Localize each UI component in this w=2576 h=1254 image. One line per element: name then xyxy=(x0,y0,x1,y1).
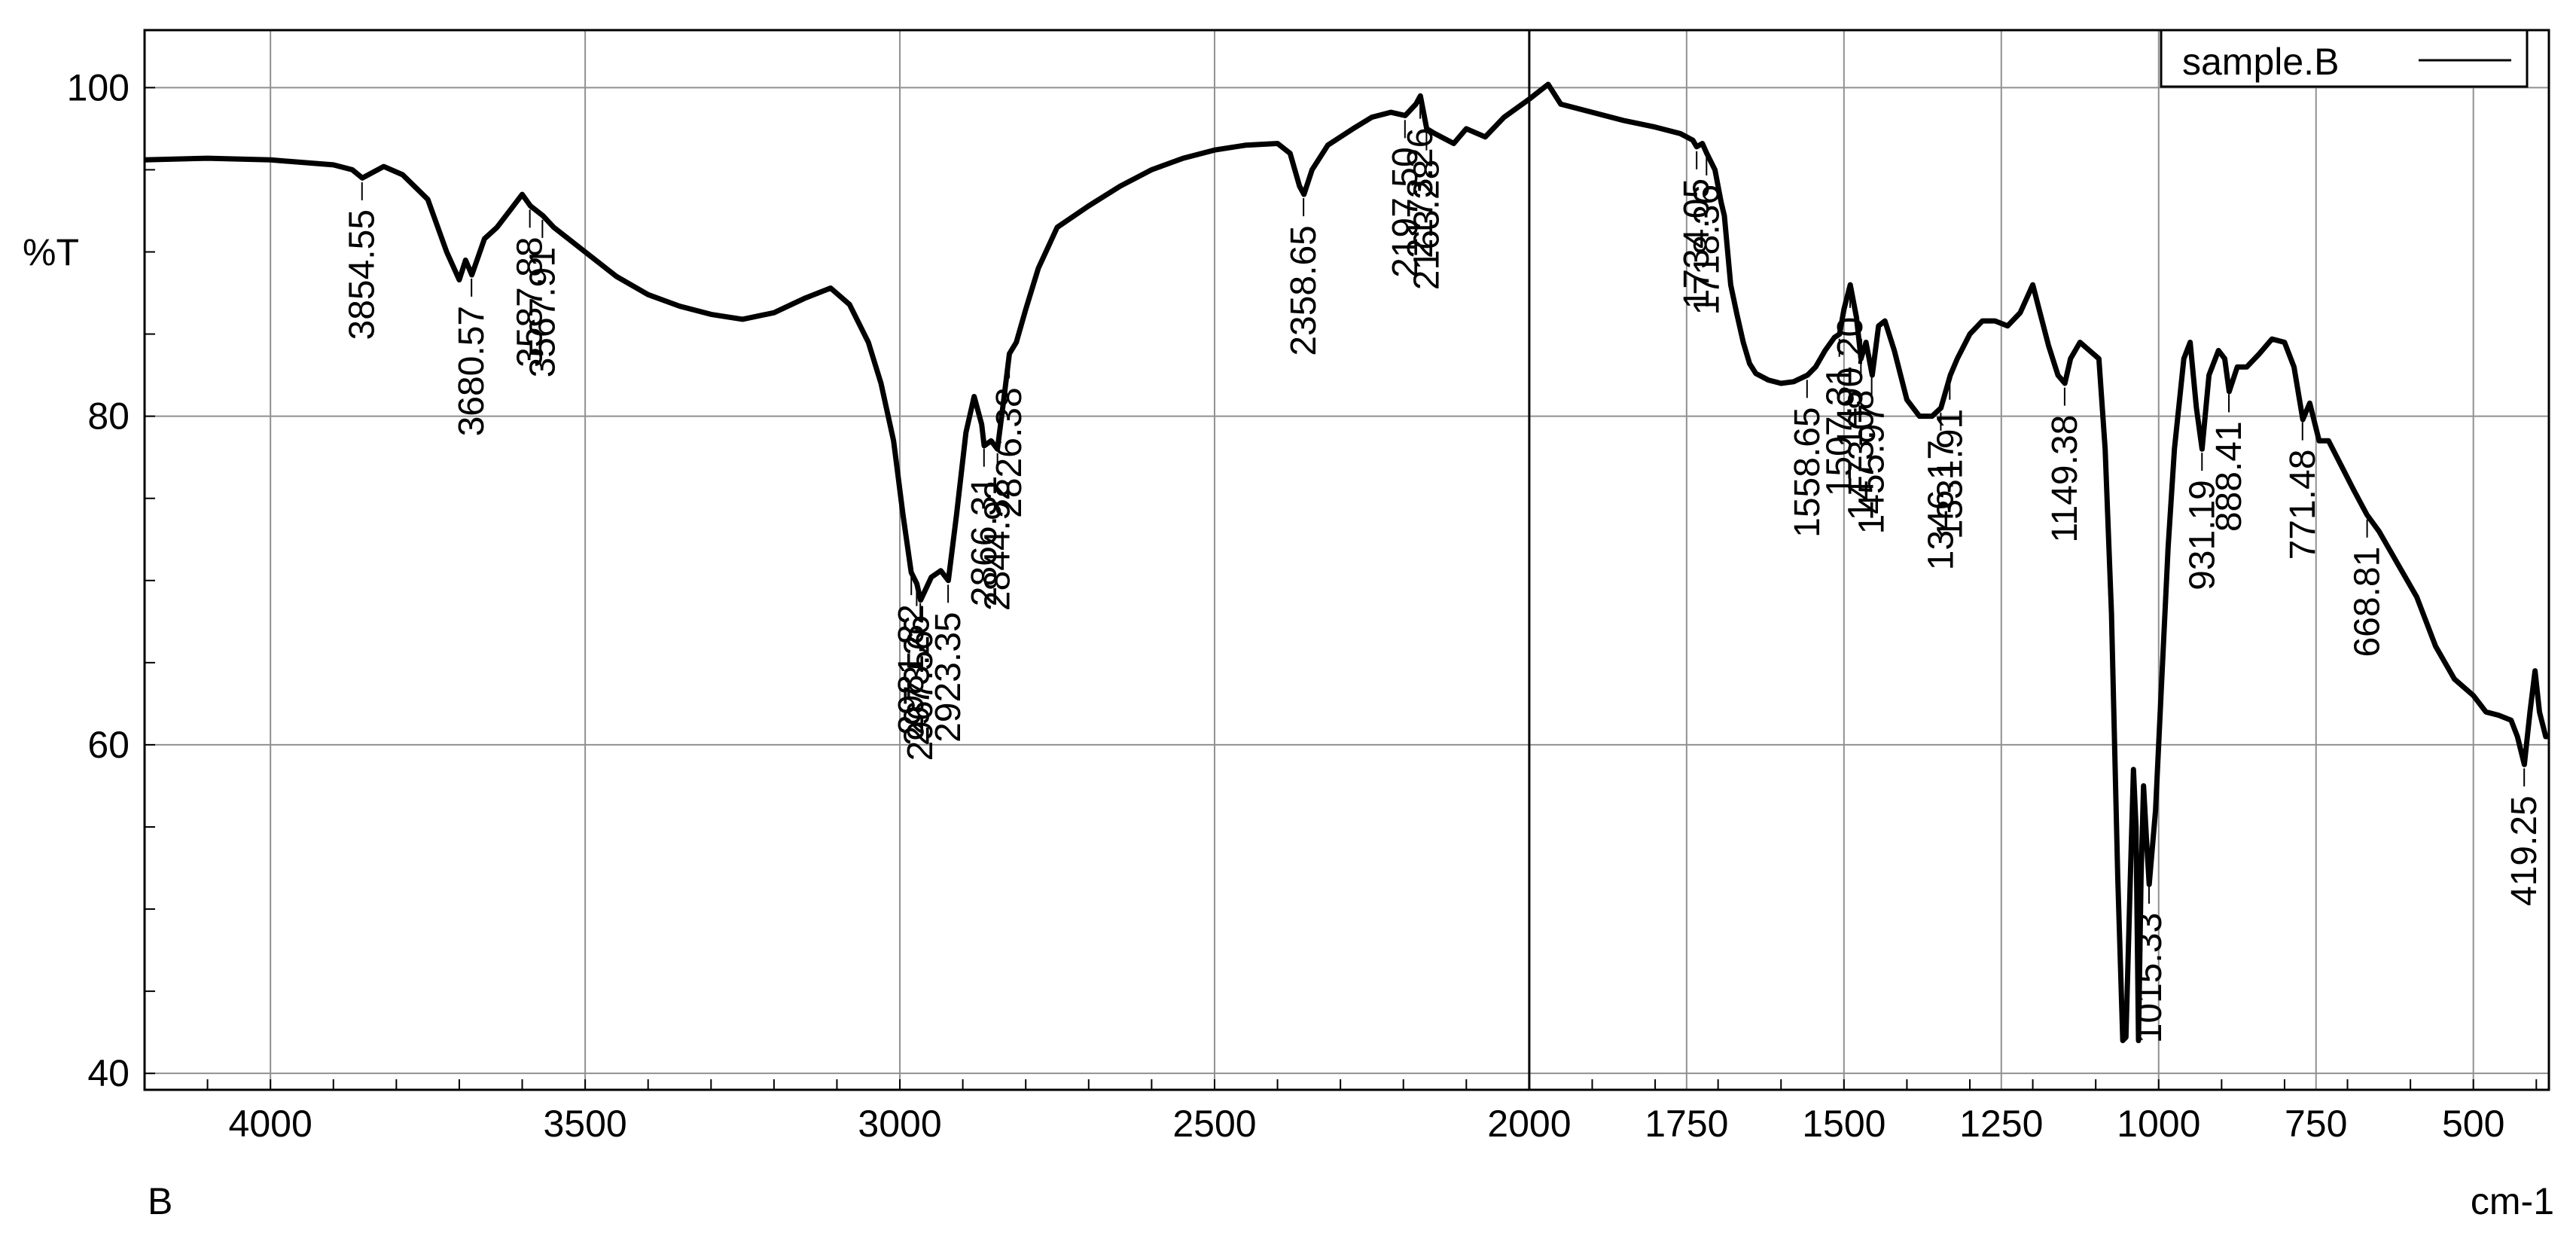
peak-label: 2826.38 xyxy=(989,387,1029,518)
peak-label: 2844.92 xyxy=(978,481,1018,612)
peak-label: 2866.31 xyxy=(965,476,1004,607)
peak-label: 2973.26 xyxy=(897,615,937,746)
peak-label: 1149.38 xyxy=(2045,415,2085,543)
peak-label: 3567.91 xyxy=(523,247,562,378)
x-axis-ticks: 4000 3500 3000 2500 2000 1750 1500 1250 1000 750 5… xyxy=(229,1103,2505,1145)
peak-label: 2981.82 xyxy=(892,604,931,735)
x-axis-label: cm-1 xyxy=(2471,1180,2554,1222)
x-tick-label: 3000 xyxy=(858,1103,941,1145)
y-axis-label: %T xyxy=(23,231,79,273)
x-tick-label: 750 xyxy=(2285,1103,2347,1145)
peak-label: 1455.97 xyxy=(1852,404,1892,535)
plot-frame xyxy=(143,29,2550,1091)
peak-label: 2173.26 xyxy=(1401,128,1440,259)
series-line-sample-b xyxy=(144,81,2549,1044)
legend-entry-sample-b: sample.B xyxy=(2182,41,2339,83)
peak-label: 2967.56 xyxy=(901,630,940,761)
peak-label: 3680.57 xyxy=(452,306,492,437)
peak-label: 771.48 xyxy=(2283,450,2323,560)
peak-label: 1331.91 xyxy=(1930,409,1970,540)
x-tick-label: 1250 xyxy=(1959,1103,2043,1145)
y-axis-ticks: 40 60 80 100 xyxy=(67,66,130,1094)
y-tick-label: 60 xyxy=(87,724,130,766)
y-tick-label: 100 xyxy=(67,66,130,108)
peak-label: 888.41 xyxy=(2209,421,2249,532)
peak-label: 3587.88 xyxy=(511,236,550,368)
peak-label: 419.25 xyxy=(2504,795,2544,906)
peak-label: 2358.65 xyxy=(1284,225,1324,356)
peak-label: 1473.08 xyxy=(1841,390,1881,521)
x-tick-label: 2500 xyxy=(1172,1103,1256,1145)
x-tick-label: 3500 xyxy=(543,1103,626,1145)
x-tick-label: 1000 xyxy=(2117,1103,2200,1145)
peak-label: 1718.36 xyxy=(1687,185,1727,316)
minor-ticks xyxy=(144,87,2538,1090)
peak-label: 1015.33 xyxy=(2129,913,2169,1044)
peak-label: 2163.28 xyxy=(1407,160,1447,291)
x-tick-label: 4000 xyxy=(229,1103,312,1145)
peak-label: 931.19 xyxy=(2182,480,2222,590)
peak-label: 668.81 xyxy=(2348,547,2388,658)
legend-box xyxy=(2160,29,2529,88)
y-tick-label: 40 xyxy=(87,1052,130,1094)
peak-label: 2197.50 xyxy=(1386,147,1425,278)
x-tick-label: 500 xyxy=(2442,1103,2504,1145)
peak-label: 1558.65 xyxy=(1788,407,1828,538)
peak-label: 1507.31 xyxy=(1820,366,1860,497)
y-tick-label: 80 xyxy=(87,395,130,438)
peak-label: 3854.55 xyxy=(343,209,383,340)
peak-label: 2923.35 xyxy=(928,612,968,743)
x-tick-label: 2000 xyxy=(1487,1103,1571,1145)
legend: sample.B xyxy=(2160,29,2529,88)
peak-label: 1346.17 xyxy=(1921,440,1961,571)
corner-label: B xyxy=(148,1180,172,1222)
x-tick-label: 1500 xyxy=(1802,1103,1886,1145)
gridlines xyxy=(145,30,2549,1090)
peak-label: 1490.20 xyxy=(1831,317,1870,448)
peak-label: 1734.05 xyxy=(1677,178,1717,310)
x-tick-label: 1750 xyxy=(1645,1103,1728,1145)
